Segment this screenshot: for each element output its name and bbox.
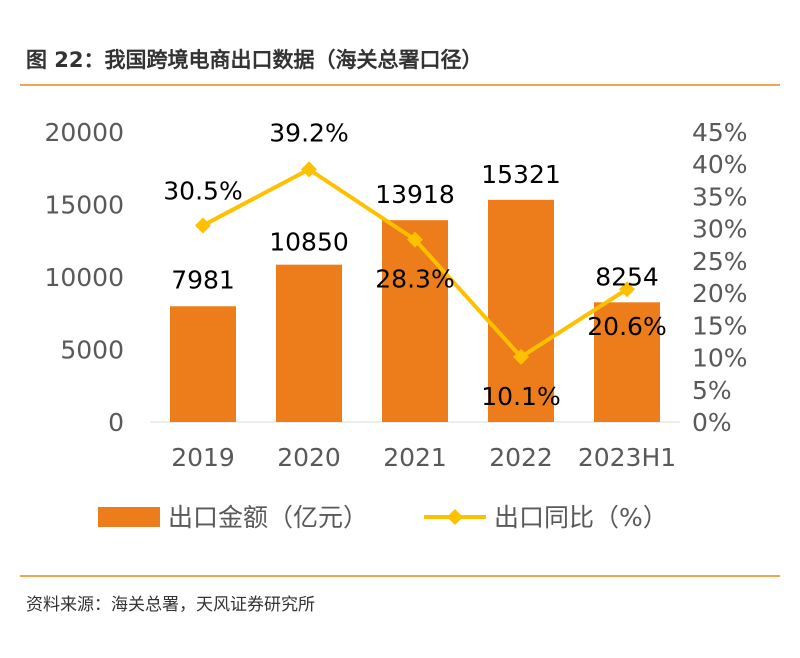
- x-axis-tick-label: 2021: [383, 443, 447, 472]
- x-axis-tick-label: 2020: [277, 443, 341, 472]
- yoy-point: [301, 161, 317, 178]
- right-axis-tick-label: 0%: [692, 408, 732, 437]
- figure-title: 图 22：我国跨境电商出口数据（海关总署口径）: [26, 48, 483, 72]
- bar: [382, 220, 448, 422]
- yoy-point: [619, 281, 635, 298]
- x-axis-tick-label: 2023H1: [578, 443, 676, 472]
- legend-bar-label: 出口金额（亿元）: [168, 503, 368, 532]
- right-axis-tick-label: 45%: [692, 118, 748, 147]
- yoy-value-label: 20.6%: [587, 312, 666, 341]
- left-axis-tick-label: 0: [108, 408, 124, 437]
- yoy-point: [513, 348, 529, 365]
- bar-value-label: 8254: [595, 262, 659, 291]
- x-axis-tick-label: 2022: [489, 443, 553, 472]
- bar: [488, 199, 554, 422]
- yoy-value-label: 39.2%: [269, 118, 348, 147]
- legend-line-label: 出口同比（%）: [494, 503, 668, 532]
- right-axis-tick-label: 40%: [692, 150, 748, 179]
- bar-value-label: 15321: [481, 160, 561, 189]
- bar-value-label: 10850: [269, 228, 349, 257]
- right-axis-tick-label: 5%: [692, 376, 732, 405]
- yoy-point: [195, 217, 211, 234]
- source-note: 资料来源：海关总署，天风证券研究所: [26, 595, 315, 615]
- x-axis-tick-label: 2019: [171, 443, 235, 472]
- bar: [594, 302, 660, 422]
- right-axis-tick-label: 20%: [692, 279, 748, 308]
- legend-bar-swatch: [98, 507, 160, 527]
- left-axis-tick-label: 10000: [44, 263, 124, 292]
- yoy-point: [407, 231, 423, 248]
- right-axis-tick-label: 25%: [692, 247, 748, 276]
- yoy-value-label: 28.3%: [375, 265, 454, 294]
- right-axis-tick-label: 35%: [692, 182, 748, 211]
- title-divider: [20, 84, 780, 86]
- left-axis-tick-label: 15000: [44, 191, 124, 220]
- bar: [276, 264, 342, 422]
- yoy-value-label: 30.5%: [163, 176, 242, 205]
- bar-value-label: 13918: [375, 180, 455, 209]
- left-axis-tick-label: 20000: [44, 118, 124, 147]
- export-chart: 0 5000 10000 15000 20000 0% 5% 10% 15% 20% 25% 30% 3…: [44, 118, 748, 532]
- bar-value-label: 7981: [171, 265, 235, 294]
- left-axis-tick-label: 5000: [60, 336, 124, 365]
- bar: [170, 306, 236, 422]
- legend-line-marker: [447, 509, 463, 525]
- right-axis-tick-label: 15%: [692, 311, 748, 340]
- right-axis-tick-label: 10%: [692, 344, 748, 373]
- footer-divider: [20, 575, 780, 577]
- yoy-value-label: 10.1%: [481, 382, 560, 411]
- right-axis-tick-label: 30%: [692, 215, 748, 244]
